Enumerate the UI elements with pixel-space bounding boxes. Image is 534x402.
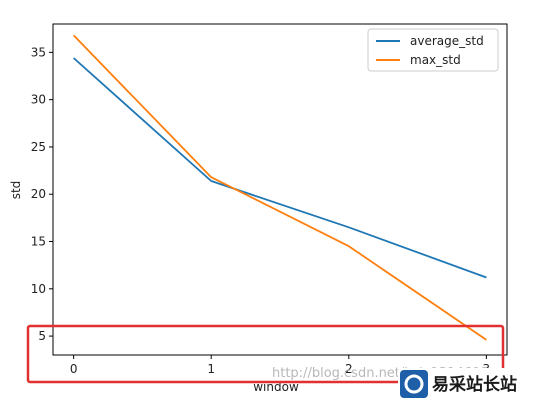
x-tick-label: 2 [345, 362, 353, 376]
annotation-highlight-box [26, 324, 505, 384]
brand-icon-ring [404, 374, 424, 394]
legend-label-average-std: average_std [410, 34, 484, 48]
y-tick-label: 15 [31, 235, 46, 249]
y-tick-label: 35 [31, 45, 46, 59]
y-axis-ticks: 5 10 15 20 25 30 35 [31, 45, 53, 343]
y-tick-label: 30 [31, 93, 46, 107]
y-tick-label: 25 [31, 140, 46, 154]
series-line-average-std [73, 57, 487, 279]
legend-box [367, 28, 499, 72]
brand-icon [400, 370, 428, 398]
brand-logo: 易采站长站 [398, 368, 534, 402]
y-tick-label: 20 [31, 187, 46, 201]
legend-label-max-std: max_std [410, 53, 461, 67]
x-tick-label: 1 [207, 362, 215, 376]
series-lines [72, 34, 487, 341]
series-line-max-std [72, 34, 487, 341]
y-tick-label: 5 [38, 329, 46, 343]
y-tick-label: 10 [31, 282, 46, 296]
brand-name: 易采站长站 [432, 374, 517, 395]
y-axis-label: std [9, 181, 23, 200]
x-axis-label: window [253, 380, 299, 394]
plot-area [52, 23, 508, 356]
legend: average_std max_std [367, 28, 499, 72]
x-tick-label: 0 [70, 362, 78, 376]
